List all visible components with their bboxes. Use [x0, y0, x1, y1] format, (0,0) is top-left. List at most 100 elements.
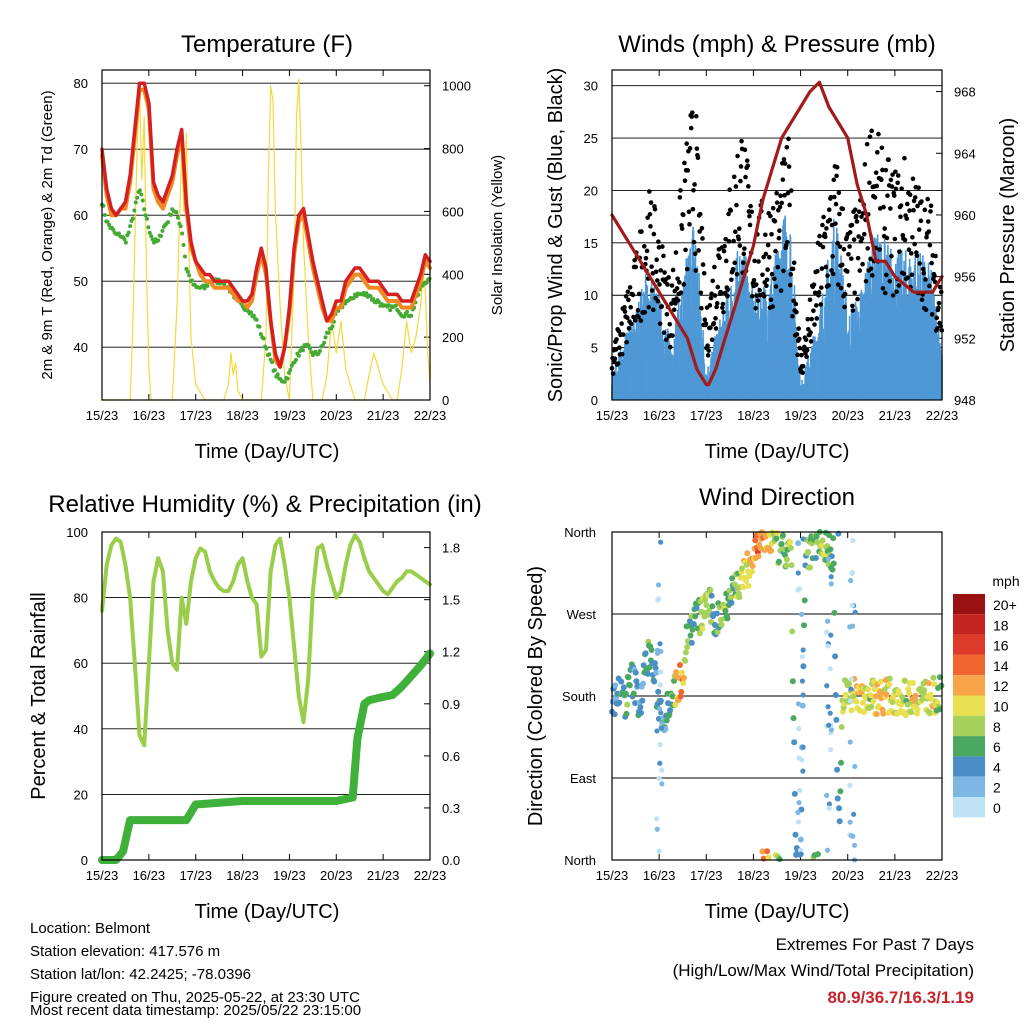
wind-direction-point [692, 613, 699, 620]
wind-direction-point [727, 594, 734, 601]
wind-gust-point [692, 182, 697, 187]
wind-gust-point [832, 194, 837, 200]
wind-gust-point [712, 293, 718, 298]
wind-gust-point [617, 345, 622, 351]
wind-direction-point [838, 724, 845, 731]
wind-direction-point [812, 555, 819, 562]
wind-gust-point [849, 222, 855, 228]
wind-gust-point [613, 347, 619, 352]
wind-direction-point [775, 558, 782, 565]
wind-gust-point [923, 277, 928, 282]
wind-gust-point [669, 283, 675, 288]
wind-direction-point [828, 727, 835, 733]
legend-swatch [953, 675, 985, 696]
wind-gust-point [733, 229, 738, 235]
wind-direction-point [768, 547, 775, 554]
wind-gust-point [927, 283, 932, 289]
wind-direction-point [847, 739, 853, 745]
wind-gust-point [748, 203, 753, 209]
panel0-ytick-right-label: 800 [442, 142, 464, 157]
panel2-ytick-right-label: 1.8 [442, 541, 460, 556]
wind-direction-point [886, 675, 893, 682]
wind-direction-point [774, 530, 780, 537]
wind-gust-point [925, 196, 930, 202]
wind-gust-point [790, 266, 796, 272]
wind-gust-point [695, 155, 701, 161]
wind-direction-point [795, 570, 801, 576]
wind-gust-point [878, 177, 884, 183]
wind-direction-point [824, 792, 830, 799]
wind-gust-point [887, 278, 893, 284]
legend-label: 2 [993, 780, 1001, 796]
panel1-ytick-right-label: 960 [954, 208, 976, 223]
legend-swatch [953, 715, 985, 737]
wind-gust-point [612, 356, 618, 361]
panel3-title: Wind Direction [699, 484, 855, 511]
dewpoint-point [202, 286, 207, 291]
wind-direction-point [795, 809, 801, 815]
wind-gust-point [682, 178, 688, 183]
wind-direction-point [796, 755, 802, 761]
panel3-xtick-label: 20/23 [831, 868, 864, 883]
wind-direction-point [680, 680, 687, 687]
wind-gust-point [769, 231, 774, 237]
panel2-ytick-label: 20 [74, 787, 88, 802]
wind-direction-point [752, 537, 759, 544]
wind-gust-point [703, 321, 709, 327]
wind-gust-point [682, 160, 687, 166]
wind-gust-point [714, 301, 720, 306]
wind-gust-point [615, 361, 621, 366]
wind-direction-point [778, 540, 785, 547]
dewpoint-point [364, 291, 369, 296]
wind-gust-point [822, 234, 828, 240]
wind-direction-point [851, 811, 857, 817]
wind-gust-point [802, 344, 807, 350]
wind-gust-point [820, 244, 826, 250]
wind-direction-point [637, 704, 644, 711]
wind-direction-point [800, 768, 806, 774]
wind-gust-point [777, 228, 782, 234]
wind-direction-point [868, 703, 875, 710]
wind-gust-point [863, 279, 869, 284]
wind-gust-point [749, 293, 755, 299]
wind-direction-point [788, 562, 795, 569]
wind-direction-point [663, 717, 670, 724]
wind-gust-point [928, 203, 934, 209]
wind-gust-point [656, 239, 661, 244]
panel1-ytick-right-label: 968 [954, 85, 976, 100]
wind-gust-point [624, 339, 630, 345]
wind-gust-point [905, 201, 910, 207]
panel0-xtick-label: 20/23 [320, 408, 353, 423]
wind-gust-point [831, 177, 837, 183]
wind-direction-point [826, 801, 833, 807]
dewpoint-point [323, 335, 328, 340]
wind-gust-point [622, 305, 627, 310]
wind-direction-point [630, 690, 637, 697]
wind-gust-point [910, 176, 916, 182]
wind-direction-point [830, 535, 837, 542]
wind-direction-point [682, 657, 689, 664]
wind-gust-point [754, 293, 760, 299]
latest-data-text: Most recent data timestamp: 2025/05/22 2… [30, 1002, 362, 1019]
wind-direction-point [931, 681, 938, 688]
wind-gust-point [723, 258, 729, 264]
wind-direction-point [744, 550, 751, 557]
wind-direction-point [801, 622, 808, 629]
wind-gust-point [708, 325, 713, 330]
dewpoint-point [261, 336, 266, 341]
dewpoint-point [409, 313, 414, 318]
wind-direction-point [651, 660, 658, 667]
wind-gust-point [698, 290, 704, 296]
wind-direction-point [834, 795, 841, 802]
wind-gust-point [689, 114, 695, 119]
wind-direction-point [611, 711, 618, 718]
wind-direction-point [890, 692, 897, 699]
dewpoint-point [270, 360, 275, 365]
wind-gust-point [805, 316, 811, 322]
wind-gust-point [666, 275, 671, 280]
wind-direction-point [799, 678, 806, 684]
wind-gust-point [753, 305, 758, 311]
dewpoint-point [137, 188, 142, 193]
wind-direction-point [828, 632, 834, 638]
